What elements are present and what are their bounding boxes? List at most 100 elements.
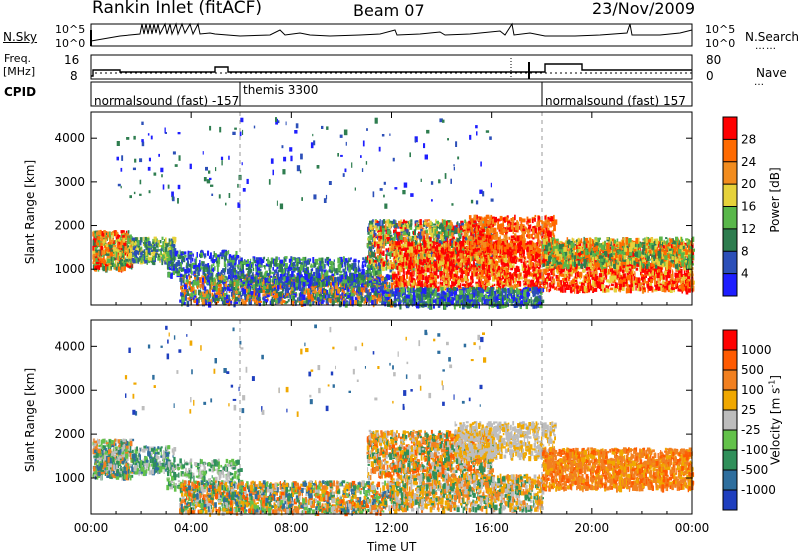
range-cell [109, 238, 112, 243]
range-cell [127, 239, 131, 245]
range-cell [174, 255, 176, 260]
range-cell [258, 264, 260, 267]
range-cell [195, 289, 197, 294]
range-cell [192, 291, 194, 294]
range-cell [115, 230, 118, 237]
range-cell [351, 299, 354, 305]
range-cell [239, 271, 242, 276]
range-cell [390, 282, 394, 286]
range-cell [166, 257, 170, 264]
range-cell [281, 285, 284, 289]
range-cell [264, 265, 266, 269]
range-cell [310, 268, 313, 275]
range-cell [246, 263, 250, 267]
range-cell [251, 297, 255, 302]
range-cell [264, 292, 267, 297]
range-cell [342, 268, 345, 273]
range-cell [314, 293, 316, 296]
range-cell [239, 257, 243, 261]
range-cell [223, 297, 227, 301]
range-cell [187, 280, 189, 285]
range-cell [269, 261, 272, 266]
range-cell [319, 266, 323, 272]
range-cell [384, 285, 387, 289]
range-cell [129, 259, 132, 263]
range-cell [365, 270, 367, 273]
range-cell [317, 300, 320, 306]
range-cell [340, 275, 344, 280]
range-cell [152, 238, 154, 242]
range-cell [356, 292, 358, 298]
range-cell [203, 266, 206, 273]
range-cell [320, 299, 322, 303]
range-cell [221, 270, 225, 273]
range-cell [386, 288, 390, 294]
range-cell [333, 280, 337, 286]
range-cell [115, 251, 118, 258]
range-cell [385, 239, 387, 244]
range-cell [105, 266, 107, 272]
range-cell [325, 277, 328, 280]
range-cell [352, 281, 356, 286]
range-cell [231, 269, 234, 276]
range-cell [303, 300, 307, 304]
range-cell [316, 276, 318, 283]
range-cell [274, 286, 276, 290]
range-cell [249, 269, 253, 273]
range-cell [337, 281, 339, 287]
range-cell [387, 247, 390, 252]
range-cell [302, 256, 305, 261]
range-cell [326, 262, 330, 266]
range-cell [250, 262, 254, 268]
range-cell [183, 251, 187, 255]
range-cell [100, 263, 102, 267]
range-cell [184, 273, 187, 278]
range-cell [201, 291, 205, 295]
range-cell [120, 255, 125, 259]
range-cell [375, 288, 379, 293]
range-cell [193, 265, 196, 270]
range-cell [126, 259, 128, 266]
range-cell [132, 251, 134, 258]
range-cell [230, 271, 232, 275]
range-cell [178, 261, 180, 266]
range-cell [467, 230, 471, 233]
range-cell [105, 235, 107, 239]
range-cell [214, 282, 218, 288]
range-cell [293, 278, 297, 283]
range-cell [346, 291, 349, 296]
range-cell [151, 259, 154, 265]
range-cell [258, 288, 260, 292]
range-cell [378, 295, 382, 302]
range-cell [96, 257, 100, 262]
range-cell [127, 235, 129, 240]
range-cell [380, 239, 383, 244]
range-cell [197, 284, 200, 288]
range-cell [211, 298, 213, 302]
range-cell [273, 298, 276, 302]
range-cell [242, 281, 246, 284]
range-cell [232, 282, 236, 286]
range-cell [370, 251, 374, 258]
range-cell [244, 294, 246, 301]
range-cell [452, 227, 455, 230]
range-cell [353, 274, 356, 279]
range-cell [171, 249, 174, 253]
range-cell [217, 271, 220, 277]
range-cell [374, 232, 377, 236]
range-cell [291, 287, 295, 291]
range-cell [183, 256, 186, 262]
range-cell [378, 273, 380, 278]
range-cell [190, 259, 192, 264]
range-cell [408, 236, 412, 239]
range-cell [380, 285, 384, 291]
range-cell [380, 290, 382, 293]
range-cell [102, 255, 105, 261]
range-cell [368, 281, 370, 288]
range-cell [345, 276, 349, 281]
range-cell [378, 258, 380, 263]
range-cell [92, 233, 96, 237]
range-cell [389, 231, 392, 235]
range-cell [354, 267, 357, 274]
range-cell [139, 237, 143, 243]
